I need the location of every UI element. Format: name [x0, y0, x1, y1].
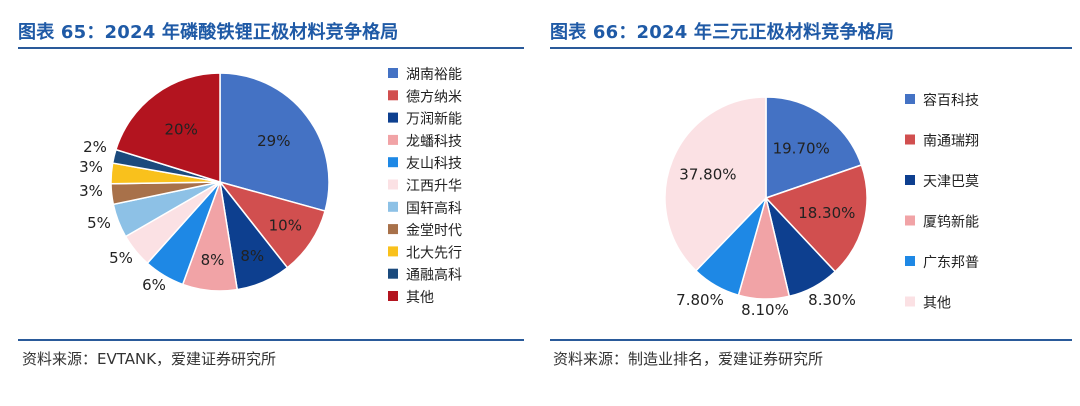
data-label: 5%	[109, 249, 133, 267]
legend-swatch	[905, 256, 915, 266]
pie-slice	[219, 72, 330, 212]
legend-swatch	[388, 157, 398, 168]
figure-title: 图表 65：2024 年磷酸铁锂正极材料竞争格局	[18, 22, 399, 43]
legend-label: 南通瑞翔	[923, 134, 979, 150]
source-note: 资料来源：制造业排名，爱建证券研究所	[553, 350, 824, 368]
data-label: 20%	[165, 120, 198, 138]
chart-panel-ternary: 图表 66：2024 年三元正极材料竞争格局 19.70% 18.30% 8.30%…	[547, 0, 1080, 406]
pie-slice	[664, 96, 767, 272]
pie-slice	[764, 164, 868, 273]
legend-label: 德方纳米	[406, 89, 462, 105]
figure-title: 图表 66：2024 年三元正极材料竞争格局	[550, 22, 895, 43]
legend-swatch	[388, 268, 398, 279]
legend-label: 国轩高科	[406, 200, 462, 217]
legend-label: 友山科技	[406, 156, 462, 172]
legend-swatch	[905, 296, 915, 307]
legend-swatch	[388, 68, 398, 78]
legend-label: 天津巴莫	[923, 174, 979, 190]
legend-swatch	[388, 201, 398, 212]
legend-label: 金堂时代	[406, 223, 462, 239]
data-label: 8.10%	[741, 301, 789, 319]
legend-label: 湖南裕能	[406, 67, 462, 83]
legend-label: 万润新能	[406, 112, 462, 128]
legend-label: 容百科技	[923, 92, 979, 109]
data-label: 2%	[83, 138, 107, 156]
source-divider	[18, 339, 524, 341]
source-divider	[550, 339, 1072, 341]
legend-swatch	[905, 134, 915, 145]
data-label: 8%	[201, 251, 225, 269]
legend-label: 其他	[406, 290, 434, 306]
data-label: 19.70%	[773, 140, 830, 158]
legend-swatch	[388, 134, 398, 145]
legend-swatch	[388, 90, 398, 101]
data-label: 10%	[269, 217, 302, 235]
legend-label: 其他	[923, 296, 951, 312]
data-label: 5%	[87, 214, 111, 232]
legend-swatch	[388, 224, 398, 235]
pie-chart-lfp: 29% 10% 8% 8% 6% 5% 5% 3% 3% 2% 20% 湖南裕能德方纳米万润新能龙蟠科…	[79, 67, 462, 306]
data-label: 18.30%	[798, 204, 855, 222]
legend-label: 北大先行	[406, 245, 462, 261]
data-label: 8.30%	[808, 291, 856, 309]
data-label: 7.80%	[676, 291, 724, 309]
legend-swatch	[905, 94, 915, 104]
legend-swatch	[388, 179, 398, 190]
data-label: 8%	[240, 247, 264, 265]
data-label: 3%	[79, 158, 103, 176]
legend-swatch	[388, 112, 398, 123]
data-label: 29%	[257, 132, 290, 150]
data-label: 3%	[79, 182, 103, 200]
legend-swatch	[905, 215, 915, 226]
pie-chart-ternary: 19.70% 18.30% 8.30% 8.10% 7.80% 37.80% 容百科技南通瑞…	[664, 92, 979, 319]
source-note: 资料来源：EVTANK，爱建证券研究所	[22, 350, 277, 368]
data-label: 37.80%	[679, 166, 736, 184]
title-divider	[18, 47, 524, 49]
legend-label: 通融高科	[406, 267, 462, 284]
legend-label: 江西升华	[406, 179, 462, 195]
legend-label: 龙蟠科技	[406, 134, 462, 150]
legend-swatch	[905, 175, 915, 185]
data-label: 6%	[142, 276, 166, 294]
legend-label: 广东邦普	[923, 255, 979, 271]
pie-slice	[114, 72, 221, 184]
title-divider	[550, 47, 1072, 49]
chart-panel-lfp: 图表 65：2024 年磷酸铁锂正极材料竞争格局 29% 10% 8% 8% 6% 5% 5…	[0, 0, 530, 406]
legend-label: 厦钨新能	[923, 215, 979, 231]
legend-swatch	[388, 246, 398, 257]
legend-swatch	[388, 291, 398, 301]
